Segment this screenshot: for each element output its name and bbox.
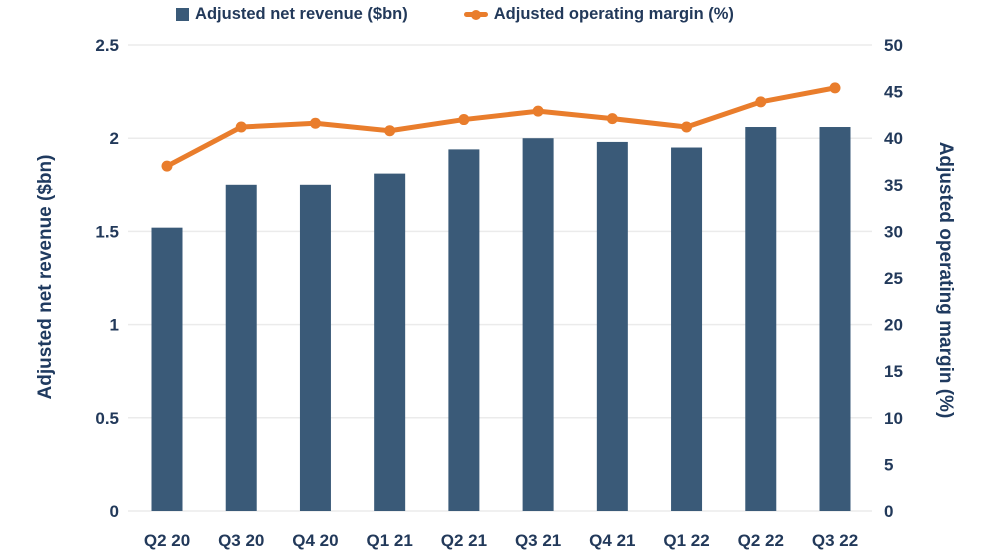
line-point-Q3-20 [235,121,247,133]
right-axis-tick: 40 [884,129,903,148]
right-axis-tick: 15 [884,362,903,381]
line-point-Q2-21 [458,114,470,126]
bar-Q1-21 [374,173,406,511]
right-axis-tick: 30 [884,222,903,241]
bar-Q4-20 [299,184,331,512]
right-axis-tick: 50 [884,36,903,55]
legend-item-margin: Adjusted operating margin (%) [463,5,734,24]
bar-Q2-20 [151,227,183,511]
line-point-Q1-21 [384,125,396,137]
bar-Q2-21 [448,149,480,511]
x-axis-label: Q3 20 [218,531,264,550]
chart-legend: Adjusted net revenue ($bn) Adjusted oper… [0,5,910,24]
right-axis-tick: 10 [884,409,903,428]
right-axis-tick: 5 [884,455,893,474]
bar-Q4-21 [596,141,628,512]
bar-Q3-21 [522,138,554,511]
x-axis-label: Q2 21 [441,531,487,550]
right-axis-title: Adjusted operating margin (%) [935,141,956,419]
x-axis-label: Q3 22 [812,531,858,550]
x-axis-label: Q1 21 [367,531,413,550]
line-point-Q4-21 [606,113,618,125]
margin-line [164,85,838,169]
x-axis-label: Q2 20 [144,531,190,550]
line-dot-icon [463,9,488,20]
right-axis-tick: 35 [884,176,903,195]
left-axis-tick: 0 [110,502,119,521]
line-point-Q2-22 [755,96,767,108]
left-axis-tick: 0.5 [95,409,119,428]
legend-item-revenue: Adjusted net revenue ($bn) [176,5,408,24]
left-axis-title: Adjusted net revenue ($bn) [35,154,56,400]
legend-label-margin: Adjusted operating margin (%) [493,5,734,23]
line-point-Q2-20 [161,160,173,172]
x-axis-label: Q3 21 [515,531,561,550]
bar-Q3-22 [819,127,851,512]
line-point-Q3-21 [532,105,544,117]
right-axis-tick: 25 [884,269,903,288]
bar-Q3-20 [225,184,257,512]
bar-Q1-22 [671,147,703,511]
left-axis-tick: 2.5 [95,36,119,55]
line-point-Q4-20 [309,117,321,129]
right-axis-tick: 0 [884,502,893,521]
x-axis-label: Q4 20 [292,531,338,550]
legend-label-revenue: Adjusted net revenue ($bn) [195,5,408,23]
x-axis-label: Q1 22 [663,531,709,550]
line-point-Q1-22 [681,121,693,133]
left-axis-tick: 1.5 [95,222,119,241]
right-axis-tick: 20 [884,316,903,335]
line-point-Q3-22 [829,82,841,94]
x-axis-label: Q4 21 [589,531,635,550]
left-axis-tick: 2 [110,129,119,148]
left-axis-tick: 1 [110,316,119,335]
square-icon [176,8,190,21]
x-axis-label: Q2 22 [738,531,784,550]
bar-Q2-22 [745,127,777,512]
right-axis-tick: 45 [884,83,903,102]
